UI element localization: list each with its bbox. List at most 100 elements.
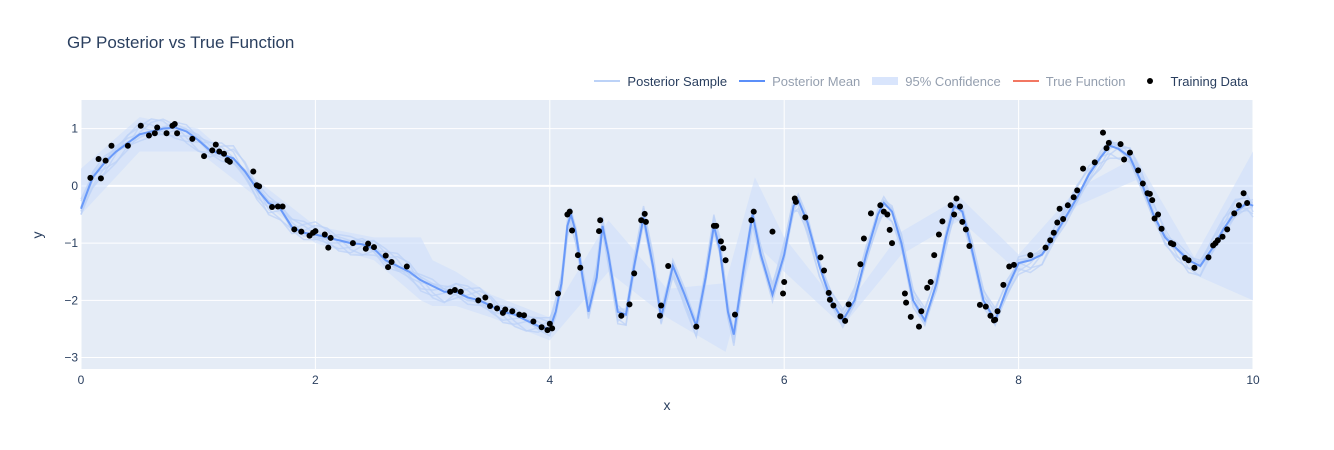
training-data-point (226, 158, 233, 165)
legend-label-95-confidence: 95% Confidence (905, 73, 1001, 89)
legend[interactable]: Posterior Sample Posterior Mean 95% Conf… (582, 72, 1248, 90)
training-data-point (596, 228, 603, 235)
legend-label-posterior-sample: Posterior Sample (627, 73, 728, 89)
training-data-point (385, 264, 392, 271)
training-data-point (371, 244, 377, 251)
training-data-point (957, 203, 963, 210)
training-data-point (102, 157, 109, 164)
training-data-point (321, 231, 328, 238)
training-data-point (1224, 226, 1231, 233)
training-data-point (87, 174, 94, 181)
training-data-point (935, 231, 942, 238)
legend-swatch-true-function (1011, 74, 1041, 88)
training-data-point (1205, 254, 1212, 261)
training-data-point (1060, 216, 1067, 223)
training-data-point (544, 327, 551, 334)
training-data-point (137, 122, 144, 129)
training-data-point (924, 284, 931, 291)
training-data-point (327, 234, 334, 241)
training-data-point (451, 287, 458, 294)
legend-item-posterior-mean[interactable]: Posterior Mean (737, 74, 860, 89)
training-data-point (641, 210, 648, 217)
training-data-point (860, 235, 867, 242)
training-data-point (108, 142, 115, 149)
legend-swatch-training-data (1135, 74, 1165, 88)
training-data-point (962, 226, 969, 233)
training-data-point (388, 258, 395, 265)
training-data-point (569, 227, 576, 234)
training-data-point (145, 132, 152, 139)
training-data-points (87, 121, 1251, 334)
training-data-point (216, 148, 223, 155)
training-data-point (867, 210, 874, 217)
training-data-point (857, 261, 864, 268)
training-data-point (516, 311, 523, 318)
training-data-point (530, 318, 537, 325)
training-data-point (256, 183, 263, 190)
training-data-point (1047, 237, 1054, 244)
training-data-point (992, 316, 999, 323)
training-data-point (291, 226, 298, 233)
training-data-point (475, 297, 482, 304)
training-data-point (748, 217, 755, 224)
training-data-point (1000, 281, 1007, 288)
training-data-point (947, 202, 954, 209)
training-data-point (482, 294, 489, 301)
legend-item-true-function[interactable]: True Function (1011, 74, 1125, 89)
training-data-point (312, 228, 319, 235)
training-data-point (1244, 200, 1251, 207)
training-data-point (1006, 263, 1013, 270)
training-data-point (212, 141, 219, 148)
y-axis-label: y (29, 232, 45, 239)
training-data-point (269, 204, 276, 211)
training-data-point (502, 306, 509, 313)
training-data-point (1103, 145, 1110, 152)
legend-item-training-data[interactable]: Training Data (1135, 74, 1248, 89)
training-data-point (546, 320, 553, 327)
x-tick-label: 8 (1015, 373, 1022, 387)
training-data-point (1149, 197, 1156, 204)
training-data-point (821, 267, 828, 274)
training-data-point (731, 311, 738, 318)
training-data-point (95, 155, 102, 162)
training-data-point (656, 312, 663, 319)
plot-background (81, 100, 1253, 369)
training-data-point (124, 142, 131, 149)
training-data-point (298, 228, 305, 235)
training-data-point (1074, 187, 1081, 194)
training-data-point (1050, 229, 1057, 236)
training-data-point (769, 228, 776, 235)
training-data-point (1117, 141, 1124, 148)
training-data-point (566, 208, 573, 215)
training-data-point (349, 240, 356, 247)
training-data-point (889, 240, 896, 247)
legend-item-posterior-sample[interactable]: Posterior Sample (592, 74, 727, 89)
training-data-point (487, 303, 494, 310)
training-data-point (577, 264, 584, 271)
training-data-point (1064, 202, 1071, 209)
training-data-point (1155, 211, 1162, 218)
training-data-point (638, 217, 645, 224)
training-data-point (918, 308, 925, 315)
y-tick-label: 1 (71, 122, 78, 136)
training-data-point (1231, 210, 1238, 217)
training-data-point (642, 218, 649, 225)
training-data-point (1235, 202, 1242, 209)
training-data-point (903, 299, 910, 306)
training-data-point (750, 208, 757, 215)
training-data-point (877, 202, 884, 209)
training-data-point (1126, 149, 1133, 156)
training-data-point (597, 217, 604, 224)
training-data-point (830, 302, 837, 309)
training-data-point (717, 238, 724, 245)
training-data-point (538, 324, 545, 331)
training-data-point (842, 317, 849, 324)
training-data-point (151, 130, 158, 137)
training-data-point (403, 263, 410, 270)
training-data-point (626, 301, 633, 308)
training-data-point (1105, 139, 1112, 146)
legend-item-95-confidence[interactable]: 95% Confidence (870, 73, 1001, 89)
training-data-point (817, 254, 824, 261)
training-data-point (220, 150, 227, 157)
